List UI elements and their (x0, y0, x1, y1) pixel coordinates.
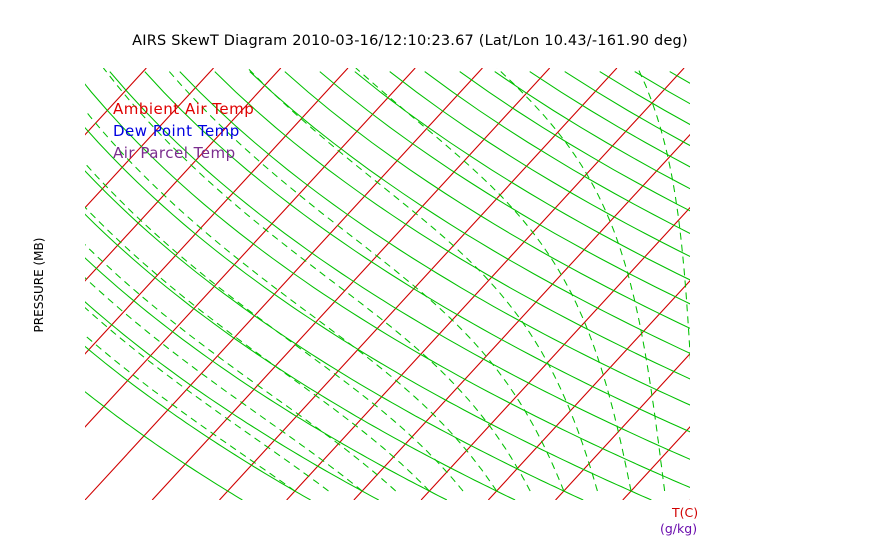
skewt-plot-svg (85, 68, 690, 500)
plot-area (85, 68, 690, 500)
legend-dew-point-temp: Dew Point Temp (113, 122, 240, 140)
legend-air-parcel-temp: Air Parcel Temp (113, 144, 236, 162)
mixing-ratio-unit-label: (g/kg) (660, 521, 698, 536)
pressure-axis-label: PRESSURE (MB) (32, 237, 46, 333)
temperature-unit-label: T(C) (672, 505, 699, 520)
legend-ambient-air-temp: Ambient Air Temp (113, 100, 255, 118)
page-title: AIRS SkewT Diagram 2010-03-16/12:10:23.6… (132, 33, 688, 49)
